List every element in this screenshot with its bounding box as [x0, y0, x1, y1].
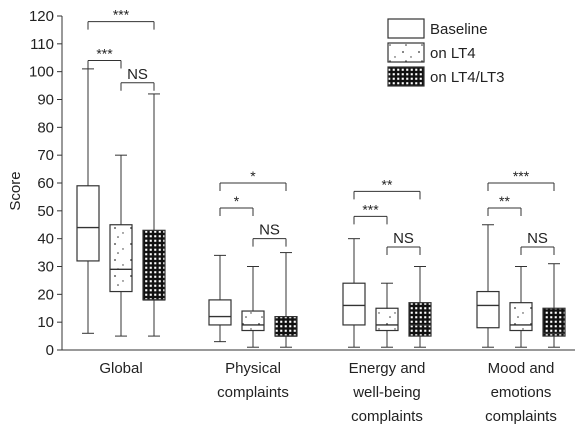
y-axis-label: Score — [7, 171, 24, 210]
significance-label: ** — [499, 193, 510, 209]
category-label: Mood and — [488, 360, 555, 377]
significance-bracket: ** — [487, 193, 522, 217]
box — [509, 302, 533, 332]
y-tick-label: 60 — [37, 175, 54, 192]
y-tick-label: 30 — [37, 259, 54, 276]
significance-bracket: *** — [353, 201, 388, 225]
category-label: emotions — [491, 384, 552, 401]
category-label: well-being — [352, 384, 421, 401]
legend-swatch — [387, 42, 425, 63]
y-tick-label: 0 — [46, 342, 54, 359]
significance-bracket: NS — [386, 230, 421, 256]
y-tick-label: 20 — [37, 286, 54, 303]
significance-bracket: * — [219, 193, 254, 217]
y-tick-label: 110 — [30, 36, 54, 53]
significance-label: *** — [513, 168, 530, 184]
legend-item: Baseline — [387, 18, 488, 39]
category-label: complaints — [351, 408, 423, 425]
box — [76, 185, 100, 262]
significance-bracket: NS — [520, 230, 555, 256]
significance-label: *** — [113, 7, 130, 23]
significance-label: ** — [382, 176, 393, 192]
box — [208, 299, 232, 326]
y-tick-label: 50 — [37, 203, 54, 220]
significance-label: *** — [96, 46, 113, 62]
category-label: complaints — [217, 384, 289, 401]
box — [375, 307, 399, 332]
y-tick-label: 40 — [37, 231, 54, 248]
significance-bracket: NS — [252, 222, 287, 247]
y-tick-label: 120 — [29, 8, 54, 25]
box — [142, 229, 166, 301]
legend-label: on LT4/LT3 — [430, 69, 505, 86]
y-tick-label: 100 — [29, 64, 54, 81]
y-axis: 0 10 20 30 40 50 60 70 80 90 100 110 120 — [29, 8, 575, 359]
significance-bracket: *** — [87, 46, 122, 69]
legend-swatch — [387, 18, 425, 39]
significance-bracket: *** — [487, 168, 555, 191]
y-tick-label: 80 — [37, 119, 54, 136]
box-group: * * NS Physical complaints — [208, 168, 298, 401]
y-tick-label: 70 — [37, 147, 54, 164]
y-tick-label: 90 — [37, 92, 54, 109]
box — [408, 302, 432, 337]
legend-label: Baseline — [430, 21, 488, 38]
legend-item: on LT4 — [387, 42, 476, 63]
box — [241, 310, 265, 332]
legend: Baseline on LT4 on LT4/LT3 — [387, 18, 505, 87]
significance-bracket: NS — [120, 66, 155, 91]
significance-label: * — [250, 168, 256, 184]
box-group: ***** NS Mood and emotions complaints — [476, 168, 566, 425]
box — [542, 307, 566, 337]
plot-area: ******NSGlobal**NSPhysicalcomplaints****… — [76, 7, 566, 425]
significance-label: NS — [393, 230, 414, 247]
significance-label: *** — [362, 201, 379, 217]
significance-bracket: ** — [353, 176, 421, 200]
box — [109, 224, 133, 293]
category-label: Global — [99, 360, 142, 377]
category-label: Physical — [225, 360, 281, 377]
category-label: complaints — [485, 408, 557, 425]
box-group: ***** NS Energy and well-being complaints — [342, 176, 432, 425]
box — [274, 316, 298, 337]
legend-item: on LT4/LT3 — [387, 66, 505, 87]
significance-label: * — [234, 193, 240, 209]
y-tick-label: 10 — [37, 314, 54, 331]
legend-label: on LT4 — [430, 45, 476, 62]
significance-bracket: *** — [87, 7, 155, 30]
box-group: *** *** NS Global — [76, 7, 166, 377]
significance-bracket: * — [219, 168, 287, 191]
box — [342, 282, 366, 326]
box — [476, 290, 500, 329]
category-label: Energy and — [349, 360, 426, 377]
significance-label: NS — [527, 230, 548, 247]
legend-swatch — [387, 66, 425, 87]
significance-label: NS — [127, 66, 148, 83]
significance-label: NS — [259, 222, 280, 239]
